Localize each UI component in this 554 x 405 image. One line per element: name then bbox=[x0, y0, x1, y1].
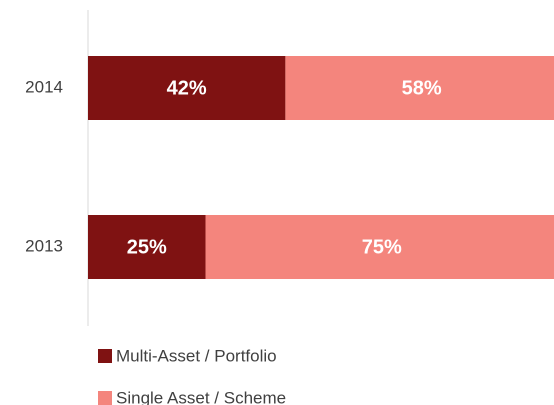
value-label: 58% bbox=[402, 77, 442, 99]
value-label: 75% bbox=[362, 236, 402, 258]
legend-label: Multi-Asset / Portfolio bbox=[116, 346, 277, 365]
legend-swatch bbox=[98, 391, 112, 405]
bar-segment bbox=[205, 215, 554, 279]
bar-segment bbox=[88, 56, 286, 120]
bar-segment bbox=[88, 215, 206, 279]
value-label: 25% bbox=[127, 236, 167, 258]
legend-swatch bbox=[98, 349, 112, 363]
category-label: 2013 bbox=[25, 236, 63, 255]
category-label: 2014 bbox=[25, 77, 63, 96]
value-label: 42% bbox=[167, 77, 207, 99]
legend-label: Single Asset / Scheme bbox=[116, 388, 286, 405]
bar-segment bbox=[285, 56, 554, 120]
